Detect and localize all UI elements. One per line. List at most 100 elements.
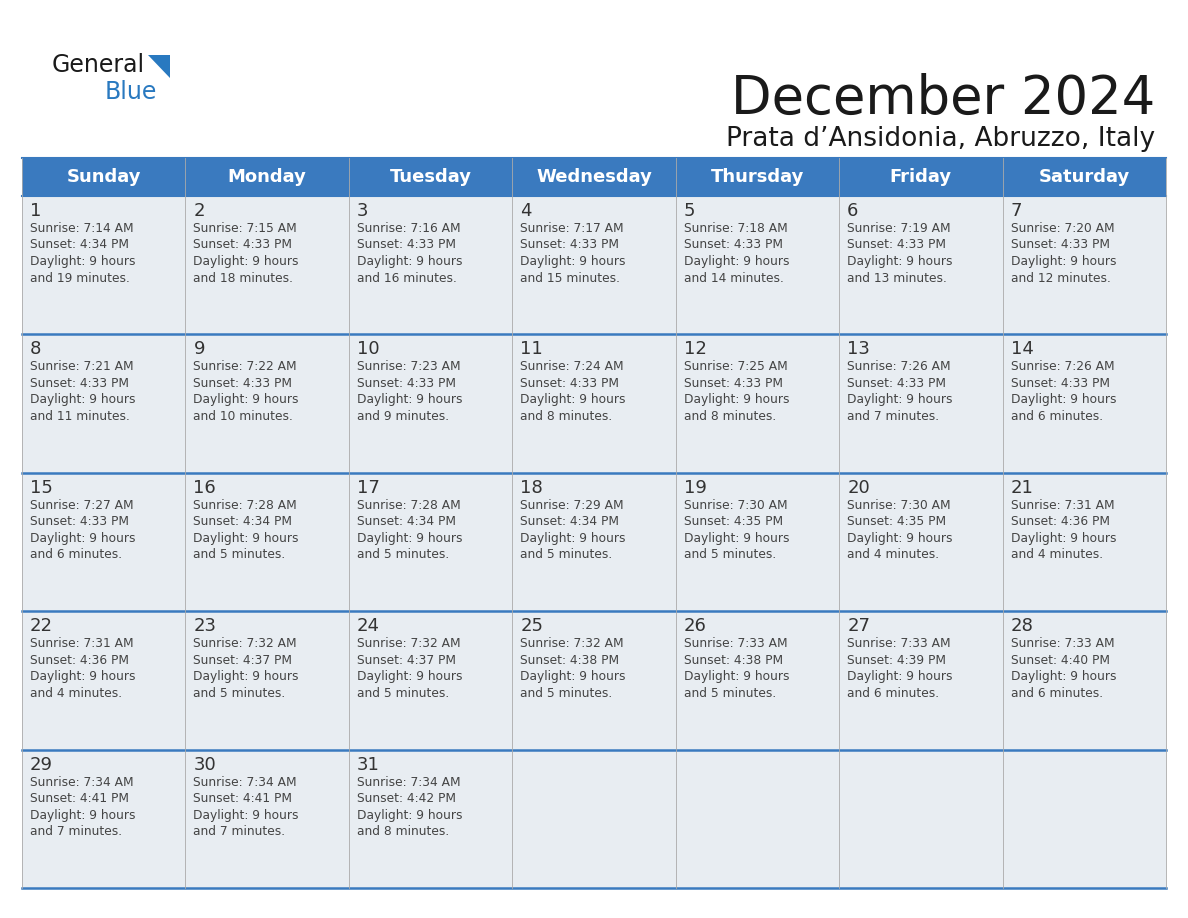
Bar (512, 750, 676, 888)
Text: Sunset: 4:41 PM: Sunset: 4:41 PM (30, 792, 129, 805)
Text: Daylight: 9 hours: Daylight: 9 hours (520, 670, 626, 683)
Text: 28: 28 (1011, 617, 1034, 635)
Bar (839, 334, 1003, 473)
Bar (676, 158, 839, 196)
Text: Thursday: Thursday (710, 168, 804, 186)
Text: Sunrise: 7:17 AM: Sunrise: 7:17 AM (520, 222, 624, 235)
Text: Sunset: 4:33 PM: Sunset: 4:33 PM (1011, 377, 1110, 390)
Bar (512, 611, 676, 750)
Text: Daylight: 9 hours: Daylight: 9 hours (194, 394, 299, 407)
Text: Daylight: 9 hours: Daylight: 9 hours (1011, 532, 1116, 544)
Bar (839, 611, 1003, 750)
Text: Sunrise: 7:23 AM: Sunrise: 7:23 AM (356, 361, 461, 374)
Text: Daylight: 9 hours: Daylight: 9 hours (194, 670, 299, 683)
Text: Blue: Blue (105, 80, 157, 104)
Text: and 5 minutes.: and 5 minutes. (684, 687, 776, 700)
Text: Sunrise: 7:30 AM: Sunrise: 7:30 AM (684, 498, 788, 512)
Text: Daylight: 9 hours: Daylight: 9 hours (194, 255, 299, 268)
Text: 25: 25 (520, 617, 543, 635)
Text: Daylight: 9 hours: Daylight: 9 hours (30, 255, 135, 268)
Bar (676, 473, 839, 611)
Bar (1003, 196, 1165, 334)
Text: 13: 13 (847, 341, 870, 358)
Text: Daylight: 9 hours: Daylight: 9 hours (356, 532, 462, 544)
Text: Daylight: 9 hours: Daylight: 9 hours (1011, 394, 1116, 407)
Text: Sunset: 4:35 PM: Sunset: 4:35 PM (847, 515, 947, 528)
Text: and 12 minutes.: and 12 minutes. (1011, 272, 1111, 285)
Text: and 9 minutes.: and 9 minutes. (356, 410, 449, 423)
Text: and 5 minutes.: and 5 minutes. (356, 548, 449, 561)
Text: Sunset: 4:33 PM: Sunset: 4:33 PM (356, 239, 456, 252)
Text: and 5 minutes.: and 5 minutes. (684, 548, 776, 561)
Text: Sunrise: 7:24 AM: Sunrise: 7:24 AM (520, 361, 624, 374)
Text: Daylight: 9 hours: Daylight: 9 hours (356, 809, 462, 822)
Text: Daylight: 9 hours: Daylight: 9 hours (30, 394, 135, 407)
Text: and 6 minutes.: and 6 minutes. (847, 687, 940, 700)
Text: Sunset: 4:38 PM: Sunset: 4:38 PM (520, 654, 619, 666)
Text: Sunset: 4:41 PM: Sunset: 4:41 PM (194, 792, 292, 805)
Text: Daylight: 9 hours: Daylight: 9 hours (1011, 670, 1116, 683)
Text: Daylight: 9 hours: Daylight: 9 hours (30, 809, 135, 822)
Bar (185, 611, 349, 750)
Text: Sunday: Sunday (67, 168, 141, 186)
Text: Sunset: 4:34 PM: Sunset: 4:34 PM (356, 515, 456, 528)
Text: Sunset: 4:33 PM: Sunset: 4:33 PM (194, 377, 292, 390)
Text: Sunrise: 7:16 AM: Sunrise: 7:16 AM (356, 222, 461, 235)
Bar (349, 750, 512, 888)
Text: Sunrise: 7:28 AM: Sunrise: 7:28 AM (356, 498, 461, 512)
Text: 5: 5 (684, 202, 695, 220)
Text: 11: 11 (520, 341, 543, 358)
Text: Saturday: Saturday (1038, 168, 1130, 186)
Text: Daylight: 9 hours: Daylight: 9 hours (356, 394, 462, 407)
Text: Daylight: 9 hours: Daylight: 9 hours (520, 394, 626, 407)
Text: Sunset: 4:33 PM: Sunset: 4:33 PM (194, 239, 292, 252)
Text: 31: 31 (356, 756, 380, 774)
Text: and 7 minutes.: and 7 minutes. (847, 410, 940, 423)
Text: Sunrise: 7:25 AM: Sunrise: 7:25 AM (684, 361, 788, 374)
Text: and 6 minutes.: and 6 minutes. (1011, 410, 1102, 423)
Text: Sunrise: 7:21 AM: Sunrise: 7:21 AM (30, 361, 133, 374)
Text: Sunrise: 7:26 AM: Sunrise: 7:26 AM (847, 361, 950, 374)
Text: Sunset: 4:33 PM: Sunset: 4:33 PM (356, 377, 456, 390)
Text: Sunrise: 7:28 AM: Sunrise: 7:28 AM (194, 498, 297, 512)
Bar (185, 473, 349, 611)
Text: and 5 minutes.: and 5 minutes. (520, 687, 613, 700)
Text: and 15 minutes.: and 15 minutes. (520, 272, 620, 285)
Text: 2: 2 (194, 202, 204, 220)
Text: 21: 21 (1011, 479, 1034, 497)
Text: 12: 12 (684, 341, 707, 358)
Text: and 6 minutes.: and 6 minutes. (1011, 687, 1102, 700)
Bar (23, 611, 185, 750)
Bar (839, 750, 1003, 888)
Text: Daylight: 9 hours: Daylight: 9 hours (684, 532, 789, 544)
Text: Sunrise: 7:18 AM: Sunrise: 7:18 AM (684, 222, 788, 235)
Text: Wednesday: Wednesday (536, 168, 652, 186)
Text: Sunset: 4:42 PM: Sunset: 4:42 PM (356, 792, 456, 805)
Text: 1: 1 (30, 202, 42, 220)
Bar (23, 196, 185, 334)
Bar (349, 334, 512, 473)
Text: and 11 minutes.: and 11 minutes. (30, 410, 129, 423)
Text: Sunrise: 7:34 AM: Sunrise: 7:34 AM (194, 776, 297, 789)
Text: Sunset: 4:34 PM: Sunset: 4:34 PM (30, 239, 129, 252)
Text: and 5 minutes.: and 5 minutes. (194, 687, 285, 700)
Bar (512, 196, 676, 334)
Text: 3: 3 (356, 202, 368, 220)
Bar (676, 196, 839, 334)
Bar (512, 158, 676, 196)
Text: Sunset: 4:37 PM: Sunset: 4:37 PM (194, 654, 292, 666)
Text: 27: 27 (847, 617, 870, 635)
Text: 14: 14 (1011, 341, 1034, 358)
Bar (1003, 611, 1165, 750)
Text: Sunrise: 7:31 AM: Sunrise: 7:31 AM (30, 637, 133, 650)
Text: Sunrise: 7:34 AM: Sunrise: 7:34 AM (30, 776, 133, 789)
Text: Daylight: 9 hours: Daylight: 9 hours (194, 809, 299, 822)
Text: Daylight: 9 hours: Daylight: 9 hours (684, 255, 789, 268)
Text: Sunrise: 7:20 AM: Sunrise: 7:20 AM (1011, 222, 1114, 235)
Text: Sunset: 4:34 PM: Sunset: 4:34 PM (194, 515, 292, 528)
Text: 26: 26 (684, 617, 707, 635)
Text: Prata d’Ansidonia, Abruzzo, Italy: Prata d’Ansidonia, Abruzzo, Italy (726, 126, 1155, 152)
Text: Daylight: 9 hours: Daylight: 9 hours (30, 670, 135, 683)
Text: Daylight: 9 hours: Daylight: 9 hours (684, 670, 789, 683)
Text: 7: 7 (1011, 202, 1022, 220)
